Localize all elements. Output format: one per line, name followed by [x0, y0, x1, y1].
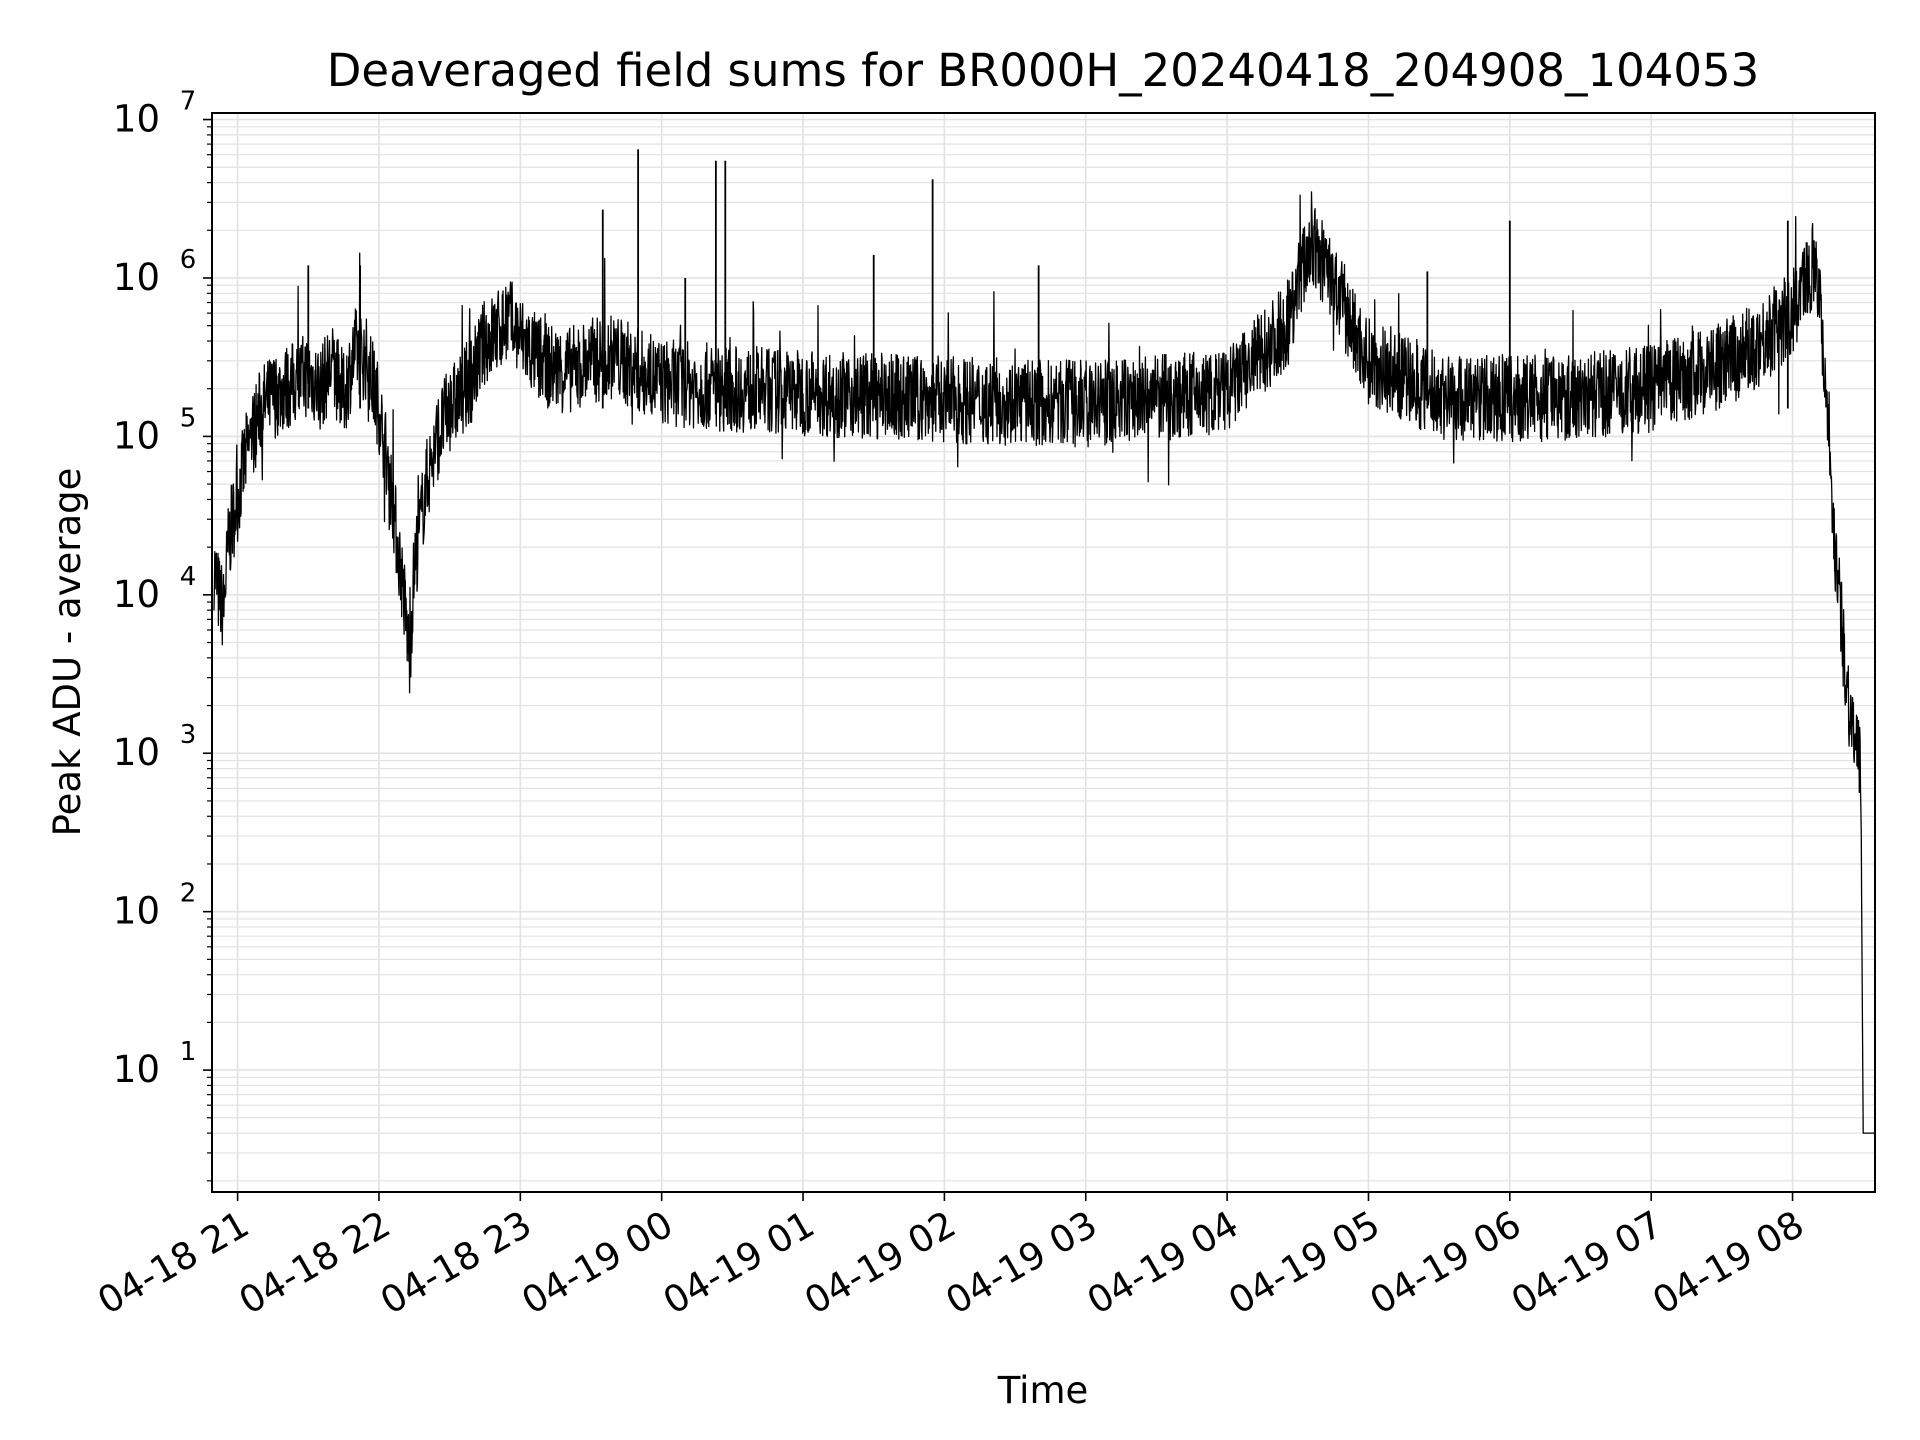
- y-tick-exponent: 5: [180, 403, 197, 433]
- grid: [212, 113, 1875, 1192]
- y-tick-exponent: 6: [180, 245, 197, 275]
- y-tick-exponent: 3: [180, 720, 197, 750]
- y-tick-exponent: 2: [180, 879, 197, 909]
- y-tick-label: 10: [113, 256, 160, 299]
- y-tick-label: 10: [113, 890, 160, 933]
- y-axis-label: Peak ADU - average: [46, 468, 89, 837]
- y-tick-label: 10: [113, 573, 160, 616]
- y-tick-label: 10: [113, 414, 160, 457]
- chart-title: Deaveraged field sums for BR000H_2024041…: [327, 44, 1760, 97]
- y-tick-exponent: 4: [180, 562, 197, 592]
- y-tick-exponent: 1: [180, 1037, 197, 1067]
- plot-frame: [211, 112, 1876, 1193]
- y-tick-labels: 10 1 10 2 10 3 10 4 10 5 10 6 10 7: [113, 87, 196, 1092]
- y-tick-label: 10: [113, 1048, 160, 1091]
- data-line-layer: [213, 149, 1876, 1134]
- axis-ticks: [203, 118, 1794, 1201]
- y-tick-label: 10: [113, 98, 160, 141]
- data-series-line: [213, 191, 1876, 1134]
- y-tick-exponent: 7: [180, 87, 197, 117]
- x-axis-label: Time: [997, 1369, 1089, 1412]
- y-tick-label: 10: [113, 731, 160, 774]
